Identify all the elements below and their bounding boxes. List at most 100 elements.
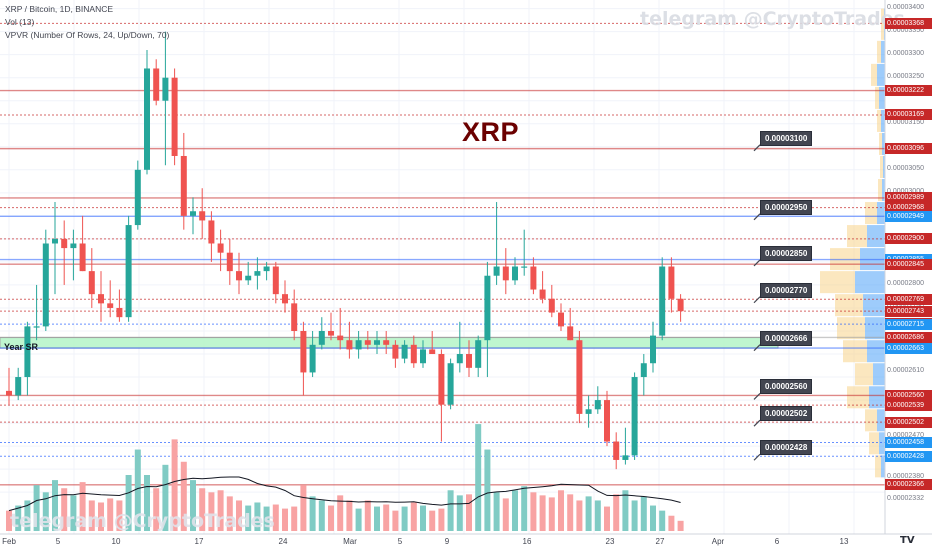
volume-bar — [153, 488, 160, 531]
price-tag: 0.00002769 — [885, 293, 932, 305]
vpvr-up-row — [877, 409, 885, 432]
candle-body — [33, 326, 40, 328]
vpvr-down-row — [835, 294, 863, 317]
volume-bar — [291, 506, 298, 531]
vpvr-down-row — [847, 225, 867, 248]
price-tag: 0.00002539 — [885, 399, 932, 411]
vpvr-up-row — [882, 132, 885, 155]
volume-bar — [226, 496, 233, 531]
volume-bar — [576, 500, 583, 531]
volume-bar — [392, 510, 399, 531]
candle-body — [171, 77, 178, 156]
vpvr-down-row — [879, 132, 882, 155]
vpvr-up-row — [881, 455, 885, 478]
vpvr-up-row — [863, 294, 885, 317]
time-tick-label: 9 — [444, 537, 450, 546]
vpvr-down-row — [881, 8, 884, 40]
chart-legend: XRP / Bitcoin, 1D, BINANCE Vol (13) VPVR… — [5, 3, 169, 42]
candle-body — [594, 400, 601, 410]
candle-body — [226, 252, 233, 272]
price-tag: 0.00003222 — [885, 85, 932, 97]
vpvr-down-row — [875, 86, 879, 109]
candle-body — [558, 312, 564, 327]
price-tick-label: 0.00002610 — [887, 367, 924, 375]
time-tick-label: 24 — [278, 537, 288, 546]
volume-bar — [300, 485, 307, 531]
volume-bar — [456, 495, 463, 531]
candle-body — [282, 294, 288, 304]
vpvr-down-row — [871, 63, 877, 86]
volume-legend[interactable]: Vol (13) — [5, 17, 35, 27]
candle-body — [300, 330, 307, 373]
candle-body — [374, 340, 380, 345]
price-annotation[interactable]: 0.00002560 — [760, 379, 813, 395]
price-annotation[interactable]: 0.00002666 — [760, 330, 813, 346]
price-tag: 0.00002686 — [885, 331, 932, 343]
price-tag: 0.00003169 — [885, 109, 932, 121]
vpvr-up-row — [879, 432, 885, 455]
price-tick-label: 0.00003150 — [887, 118, 924, 126]
candle-body — [355, 340, 362, 350]
volume-bar — [604, 506, 610, 531]
tradingview-logo[interactable]: TV — [900, 535, 915, 546]
symbol-legend[interactable]: XRP / Bitcoin, 1D, BINANCE — [5, 4, 114, 14]
candle-body — [613, 441, 620, 460]
price-tick-label: 0.00003350 — [887, 26, 924, 34]
candle-body — [539, 289, 546, 299]
candle-body — [392, 344, 399, 359]
vpvr-up-row — [867, 225, 885, 248]
candlesticks — [6, 31, 684, 470]
candle-body — [199, 211, 206, 221]
volume-bar — [410, 502, 417, 531]
volume-bar — [6, 510, 12, 531]
candle-body — [254, 271, 261, 276]
price-annotation[interactable]: 0.00003100 — [760, 130, 813, 146]
volume-bar — [79, 482, 86, 531]
volume-bar — [466, 494, 472, 531]
candle-body — [456, 354, 463, 364]
price-annotation[interactable]: 0.00002428 — [760, 440, 813, 456]
time-tick-label: 13 — [839, 537, 849, 546]
volume-bar — [659, 510, 666, 531]
vpvr-legend[interactable]: VPVR (Number Of Rows, 24, Up/Down, 70) — [5, 30, 170, 40]
volume-bar — [355, 508, 362, 531]
volume-bar — [70, 495, 77, 531]
candle-body — [291, 303, 298, 331]
candle-body — [107, 303, 114, 308]
candle-body — [337, 335, 344, 341]
vpvr-down-row — [837, 317, 865, 340]
annotation-pointer — [753, 453, 761, 461]
volume-bar — [162, 464, 169, 531]
price-annotation[interactable]: 0.00002770 — [760, 282, 813, 298]
volume-bar — [521, 486, 528, 531]
price-tick-label: 0.00003400 — [887, 3, 924, 11]
time-tick-label: Mar — [343, 537, 357, 546]
volume-bar — [484, 449, 491, 531]
candle-body — [604, 400, 610, 442]
price-annotation[interactable]: 0.00002950 — [760, 199, 813, 215]
volume-bar — [429, 510, 436, 531]
price-tag: 0.00002900 — [885, 233, 932, 245]
volume-bar — [180, 461, 187, 531]
candle-body — [245, 275, 252, 281]
candle-body — [484, 275, 491, 341]
vpvr-down-row — [880, 155, 883, 179]
chart-title: XRP — [462, 117, 520, 147]
volume-bar — [447, 490, 454, 531]
volume-bar — [263, 506, 270, 531]
candle-body — [475, 340, 482, 368]
watermark-top: telegram @CryptoTrades — [640, 8, 905, 30]
vpvr-up-row — [877, 202, 885, 225]
annotation-connectors — [753, 144, 761, 461]
candle-body — [24, 326, 31, 378]
price-tick-label: 0.00003050 — [887, 164, 924, 172]
volume-bar — [364, 500, 371, 531]
candle-body — [521, 266, 528, 268]
price-annotation[interactable]: 0.00002502 — [760, 406, 813, 422]
candle-body — [190, 211, 196, 216]
candle-body — [88, 271, 95, 295]
vpvr-down-row — [878, 179, 882, 202]
price-annotation[interactable]: 0.00002850 — [760, 245, 813, 261]
volume-bar — [254, 502, 261, 531]
